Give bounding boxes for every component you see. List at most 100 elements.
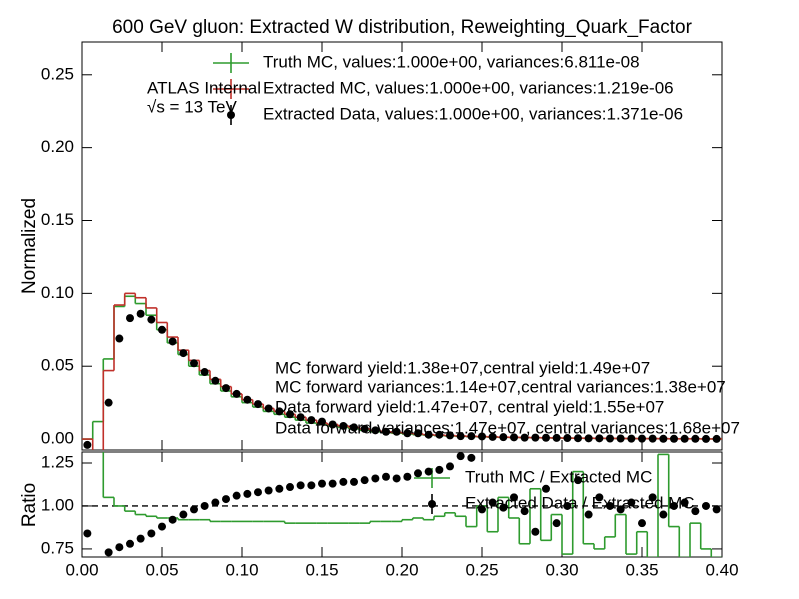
data-point — [371, 426, 380, 435]
legend-label: Extracted Data / Extracted MC — [465, 493, 695, 512]
data-point — [339, 477, 348, 486]
annotation: √s = 13 TeV — [147, 97, 237, 116]
data-point — [211, 498, 220, 507]
data-point — [446, 462, 454, 471]
data-point — [648, 493, 657, 502]
data-point — [392, 427, 401, 436]
annotation: Data forward variances:1.47e+07, central… — [275, 418, 740, 437]
data-point — [424, 467, 433, 476]
data-point — [478, 505, 486, 514]
data-point — [435, 430, 444, 439]
data-point — [264, 404, 273, 413]
data-point — [680, 498, 689, 507]
data-point — [403, 472, 412, 481]
x-tick-label: 0.25 — [465, 560, 498, 579]
data-point — [136, 309, 145, 318]
data-point — [446, 431, 454, 440]
data-point — [542, 484, 550, 493]
data-point — [595, 493, 604, 502]
data-point — [307, 481, 316, 490]
data-point — [435, 465, 444, 474]
data-point — [478, 432, 486, 441]
data-point — [286, 483, 294, 492]
data-point — [510, 433, 518, 442]
y-axis-label: Normalized — [19, 198, 40, 294]
data-point — [190, 359, 198, 368]
data-point — [83, 529, 92, 538]
data-point — [286, 410, 294, 419]
data-point — [147, 315, 156, 324]
data-point — [467, 432, 476, 441]
legend-label: Extracted Data, values:1.000e+00, varian… — [263, 104, 683, 123]
data-point — [232, 389, 241, 398]
annotation: Data forward yield:1.47e+07, central yie… — [275, 397, 664, 416]
data-point — [254, 400, 262, 409]
y-tick-label: 0.00 — [41, 429, 74, 448]
data-point — [659, 434, 668, 443]
data-point — [296, 413, 305, 422]
data-point — [211, 376, 220, 385]
data-point — [318, 417, 326, 426]
data-point — [275, 484, 284, 493]
data-point — [648, 434, 657, 443]
data-point — [296, 481, 305, 490]
data-point — [520, 433, 529, 442]
data-point — [563, 434, 572, 443]
data-point — [488, 498, 497, 507]
data-point — [158, 522, 166, 531]
data-point — [200, 501, 209, 510]
data-point — [531, 433, 540, 442]
data-point — [392, 474, 401, 483]
legend-label: Extracted MC, values:1.000e+00, variance… — [263, 78, 674, 97]
data-point — [254, 488, 262, 497]
data-point — [712, 505, 721, 514]
data-point — [339, 421, 348, 430]
data-point — [552, 519, 561, 528]
data-point — [595, 434, 604, 443]
data-point — [200, 368, 209, 377]
y-tick-label: 1.25 — [41, 452, 74, 471]
data-point — [510, 493, 518, 502]
data-point — [83, 440, 92, 449]
annotation: MC forward variances:1.14e+07,central va… — [275, 377, 726, 396]
data-point — [499, 433, 508, 442]
y-axis-label: Ratio — [19, 483, 40, 527]
data-point — [627, 498, 636, 507]
data-point — [456, 432, 465, 441]
data-point — [414, 429, 422, 438]
data-point — [531, 527, 540, 536]
chart-title: 600 GeV gluon: Extracted W distribution,… — [112, 17, 692, 38]
x-tick-label: 0.15 — [305, 560, 338, 579]
data-point — [542, 433, 550, 442]
data-point — [243, 395, 252, 404]
data-point — [616, 434, 625, 443]
x-tick-label: 0.35 — [625, 560, 658, 579]
data-point — [606, 501, 614, 510]
data-point — [147, 529, 156, 538]
data-point — [371, 474, 380, 483]
data-point — [574, 476, 582, 485]
data-point — [104, 548, 113, 557]
y-tick-label: 0.20 — [41, 137, 74, 156]
y-tick-label: 0.25 — [41, 64, 74, 83]
x-tick-label: 0.10 — [225, 560, 258, 579]
data-point — [520, 507, 529, 516]
data-point — [126, 314, 134, 323]
data-point — [168, 515, 177, 524]
data-point — [158, 325, 166, 334]
data-point — [574, 434, 582, 443]
data-point — [712, 434, 721, 443]
y-tick-label: 0.15 — [41, 210, 74, 229]
data-point — [168, 337, 177, 346]
data-point — [691, 507, 700, 516]
data-point — [382, 472, 390, 481]
data-point — [584, 434, 593, 443]
y-tick-label: 0.10 — [41, 283, 74, 302]
legend-label: Truth MC / Extracted MC — [465, 467, 652, 486]
data-point — [616, 505, 625, 514]
data-point — [638, 434, 646, 443]
y-tick-label: 0.05 — [41, 356, 74, 375]
annotation: MC forward yield:1.38e+07,central yield:… — [275, 358, 650, 377]
data-point — [424, 430, 433, 439]
data-point — [126, 539, 134, 548]
